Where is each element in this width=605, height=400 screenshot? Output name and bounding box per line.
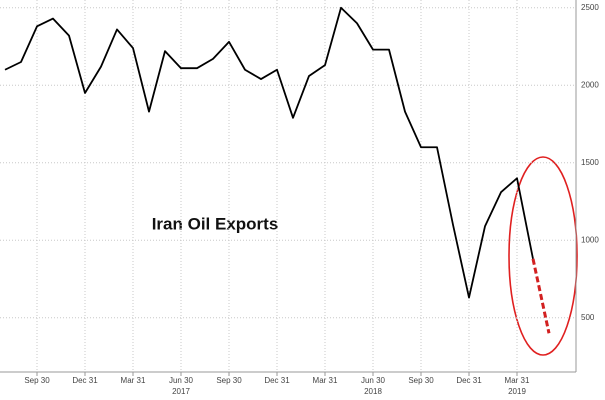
y-tick-label: 2500 xyxy=(581,3,599,12)
x-tick-label: Sep 30 xyxy=(216,376,242,385)
series-line xyxy=(4,6,534,299)
series-line xyxy=(531,258,551,334)
annotation: Iran Oil Exports xyxy=(152,214,279,233)
highlight-ellipse xyxy=(508,156,578,356)
x-tick-label: Jun 30 xyxy=(169,376,194,385)
x-tick-label: Dec 31 xyxy=(264,376,290,385)
x-year-label: 2019 xyxy=(508,387,526,396)
x-tick-label: Jun 30 xyxy=(361,376,386,385)
x-tick-label: Mar 31 xyxy=(121,376,146,385)
x-tick-label: Sep 30 xyxy=(24,376,50,385)
y-tick-label: 2000 xyxy=(581,80,599,89)
y-tick-label: 500 xyxy=(581,313,595,322)
x-year-label: 2017 xyxy=(172,387,190,396)
x-tick-label: Dec 31 xyxy=(456,376,482,385)
x-tick-label: Sep 30 xyxy=(408,376,434,385)
x-tick-label: Dec 31 xyxy=(72,376,98,385)
y-tick-label: 1500 xyxy=(581,158,599,167)
x-year-label: 2018 xyxy=(364,387,382,396)
x-tick-label: Mar 31 xyxy=(313,376,338,385)
x-tick-label: Mar 31 xyxy=(505,376,530,385)
y-tick-label: 1000 xyxy=(581,235,599,244)
